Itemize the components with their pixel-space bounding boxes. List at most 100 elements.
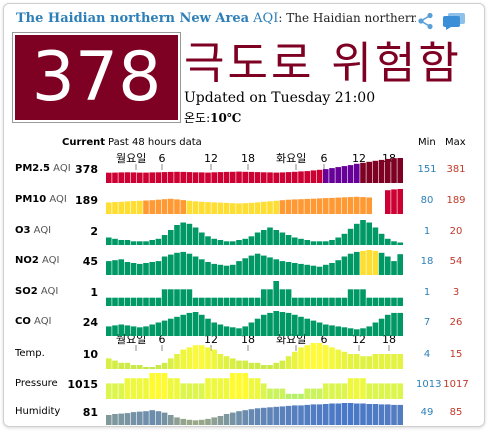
current-value-pressure: 1015: [67, 378, 98, 391]
bar-temp-24: [254, 362, 261, 369]
bar-humidity-41: [360, 403, 366, 425]
current-value-temp: 10: [82, 348, 98, 361]
bar-no2-37: [335, 260, 341, 275]
bar-pm25-19: [223, 171, 230, 183]
bar-humidity-15: [199, 419, 205, 425]
bar-no2-33: [310, 265, 317, 275]
max-value-no2: 54: [449, 255, 463, 267]
sparkline-o3[interactable]: [106, 218, 412, 245]
bar-co-16: [205, 318, 211, 336]
sparkline-pm25[interactable]: [106, 156, 412, 183]
bar-temp-14: [192, 345, 199, 369]
location-link[interactable]: The Haidian northern New Area: [16, 11, 250, 26]
bar-so2-32: [304, 297, 310, 306]
bar-pressure-27: [273, 388, 279, 399]
bar-pressure-33: [310, 388, 317, 399]
row-unit-pm10: AQI: [46, 193, 67, 205]
bar-temp-27: [273, 362, 279, 369]
bar-pm10-12: [180, 200, 186, 214]
bar-no2-26: [267, 257, 273, 275]
sparkline-pm10[interactable]: [106, 187, 412, 214]
bar-so2-29: [285, 289, 292, 306]
bar-co-13: [186, 312, 193, 336]
current-value-pm25: 378: [75, 162, 98, 176]
max-value-pm25: 381: [446, 163, 466, 175]
bar-no2-21: [236, 261, 242, 275]
max-value-humidity: 85: [449, 407, 463, 418]
bar-no2-38: [341, 256, 348, 275]
bar-pm10-2: [118, 201, 124, 214]
bar-co-28: [279, 312, 286, 336]
bar-humidity-7: [149, 410, 155, 425]
title-subtitle: : The Haidian northern New Area AQI: [278, 11, 416, 25]
bar-o3-3: [124, 240, 131, 245]
bar-pm25-18: [217, 172, 224, 183]
bar-humidity-11: [174, 417, 180, 425]
bar-pressure-12: [180, 383, 186, 399]
bar-so2-31: [298, 297, 304, 306]
bar-pm10-31: [298, 199, 304, 214]
bar-no2-22: [242, 258, 248, 275]
bar-humidity-13: [186, 419, 193, 425]
bar-temp-6: [143, 367, 149, 369]
bar-pressure-41: [360, 378, 366, 399]
bar-pm25-35: [323, 169, 329, 183]
max-column-header: Max: [445, 137, 466, 148]
bar-so2-26: [267, 289, 273, 306]
bar-o3-22: [242, 238, 248, 245]
bar-co-45: [385, 314, 391, 336]
sparkline-co[interactable]: [106, 309, 412, 336]
bar-pm10-8: [155, 199, 162, 214]
bar-temp-2: [118, 362, 124, 369]
bar-pressure-0: [106, 383, 112, 399]
min-value-co: 7: [423, 316, 431, 328]
bar-o3-0: [106, 237, 112, 245]
bar-pm10-38: [341, 197, 348, 214]
axis-top-label-1: 6: [159, 152, 166, 165]
bar-pm10-25: [261, 201, 267, 214]
bar-pm10-29: [285, 199, 292, 214]
bar-o3-17: [211, 238, 217, 245]
bar-so2-23: [248, 297, 255, 306]
bar-temp-26: [267, 365, 273, 369]
bar-co-31: [298, 316, 304, 336]
bar-co-40: [354, 329, 360, 336]
bar-pressure-29: [285, 393, 292, 399]
bar-o3-13: [186, 223, 193, 245]
sparkline-temp[interactable]: [106, 341, 412, 369]
bar-no2-14: [192, 256, 199, 275]
bar-o3-14: [192, 227, 199, 245]
bar-no2-31: [298, 263, 304, 275]
bar-humidity-19: [223, 414, 230, 425]
bar-temp-1: [112, 360, 118, 369]
bar-pm25-36: [329, 168, 335, 183]
sparkline-no2[interactable]: [106, 248, 412, 275]
bar-temp-38: [341, 351, 348, 369]
bar-co-6: [143, 326, 149, 336]
bar-temp-28: [279, 360, 286, 369]
bar-pm25-31: [298, 171, 304, 183]
bar-temp-41: [360, 356, 366, 369]
bar-humidity-25: [261, 407, 267, 425]
row-name-co: CO: [15, 315, 31, 327]
bar-pm10-7: [149, 200, 155, 214]
bar-pm10-27: [273, 200, 279, 214]
max-value-pressure: 1017: [443, 379, 469, 390]
bar-humidity-4: [130, 412, 137, 425]
bar-no2-41: [360, 250, 366, 275]
bar-so2-24: [254, 297, 261, 306]
bar-pm25-43: [372, 160, 379, 183]
sparkline-pressure[interactable]: [106, 371, 412, 399]
share-icon[interactable]: [417, 12, 435, 30]
sparkline-so2[interactable]: [106, 279, 412, 306]
axis-top-label-2: 12: [204, 152, 218, 165]
row-name-no2: NO2: [15, 254, 39, 266]
comment-icon[interactable]: [442, 12, 466, 30]
bar-so2-38: [341, 297, 348, 306]
sparkline-humidity[interactable]: [106, 401, 412, 425]
bar-pressure-15: [199, 383, 205, 399]
min-value-pressure: 1013: [416, 379, 442, 390]
bar-pm25-32: [304, 171, 310, 183]
bar-no2-20: [230, 264, 236, 275]
bar-pressure-25: [261, 383, 267, 399]
